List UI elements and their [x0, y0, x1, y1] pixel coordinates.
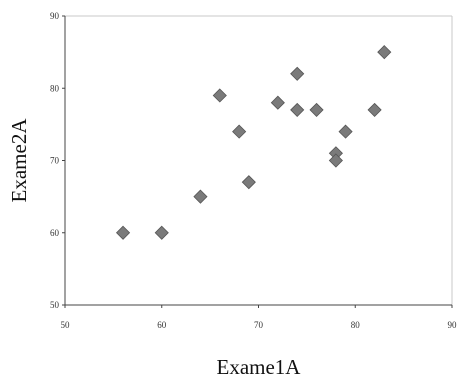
- data-point: [154, 225, 169, 240]
- data-point: [115, 225, 131, 240]
- y-tick-label: 60: [50, 228, 60, 238]
- x-tick-label: 60: [157, 320, 167, 330]
- data-point: [328, 153, 343, 168]
- data-point: [290, 66, 305, 81]
- data-point: [193, 189, 208, 204]
- x-axis-ticks: 50 60 70 80 90: [61, 305, 458, 330]
- data-point: [367, 102, 382, 117]
- x-axis-title: Exame1A: [217, 355, 302, 379]
- data-point: [290, 102, 305, 117]
- data-point: [377, 45, 392, 60]
- x-tick-label: 50: [61, 320, 71, 330]
- data-points: [115, 45, 392, 240]
- y-tick-label: 70: [50, 156, 60, 166]
- data-point: [232, 124, 247, 139]
- y-axis-ticks: 50 60 70 80 90: [50, 11, 65, 310]
- x-tick-label: 70: [254, 320, 264, 330]
- data-point: [270, 95, 285, 110]
- data-point: [241, 175, 256, 190]
- x-tick-label: 80: [351, 320, 361, 330]
- data-point: [212, 88, 227, 103]
- y-axis-title: Exame2A: [7, 118, 31, 203]
- data-point: [338, 124, 353, 139]
- data-point: [309, 102, 324, 117]
- x-tick-label: 90: [448, 320, 458, 330]
- y-tick-label: 90: [50, 11, 60, 21]
- y-tick-label: 80: [50, 83, 60, 93]
- y-tick-label: 50: [50, 300, 60, 310]
